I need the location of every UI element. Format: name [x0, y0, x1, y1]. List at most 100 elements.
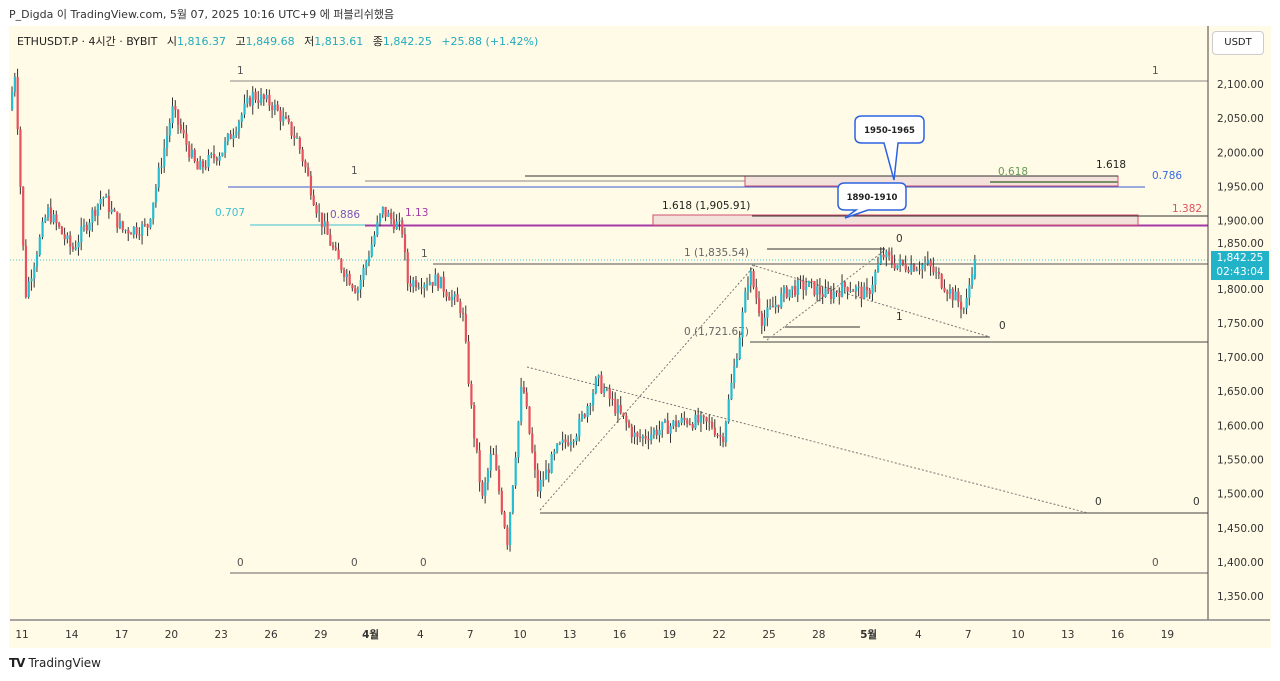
candle-up — [926, 260, 930, 264]
candle-down — [185, 133, 188, 145]
candle-down — [686, 420, 689, 424]
trend-line[interactable] — [526, 366, 1089, 514]
candle-up — [669, 426, 672, 434]
candle-up — [282, 116, 285, 122]
fib-label: 1 — [421, 248, 428, 260]
candle-up — [805, 286, 808, 291]
candle-down — [348, 273, 351, 285]
candle-down — [201, 160, 205, 168]
candle-down — [716, 434, 719, 436]
candle-down — [116, 211, 119, 228]
time-tick-label: 26 — [264, 629, 278, 641]
callout-text: 1890-1910 — [847, 193, 898, 203]
candle-down — [810, 280, 813, 282]
candle-down — [531, 433, 534, 452]
candle-up — [190, 149, 194, 158]
symbol-legend: ETHUSDT.P · 4시간 · BYBIT 시1,816.37 고1,849… — [17, 33, 538, 49]
price-tick-label: 2,000.00 — [1217, 147, 1264, 159]
candle-up — [450, 296, 454, 301]
candle-down — [625, 415, 628, 423]
candle-up — [44, 217, 47, 222]
candle-up — [511, 485, 515, 513]
chart-area[interactable] — [9, 26, 1271, 648]
time-tick-label: 5월 — [860, 628, 877, 641]
candle-up — [426, 284, 429, 286]
candle-up — [935, 272, 938, 274]
trend-line[interactable] — [539, 264, 756, 511]
fib-label: 0 — [896, 233, 903, 245]
candle-up — [746, 285, 750, 292]
price-axis[interactable]: 2,100.00 2,050.00 2,000.00 1,950.00 1,900.00… — [1217, 79, 1264, 603]
trend-line[interactable] — [751, 264, 991, 338]
candle-up — [296, 137, 299, 139]
candle-up — [735, 359, 739, 367]
candle-down — [829, 291, 833, 299]
candle-down — [312, 195, 315, 206]
trend-line[interactable] — [766, 249, 886, 341]
candle-up — [105, 196, 108, 198]
candle-up — [807, 280, 811, 287]
candle-down — [711, 421, 714, 428]
tradingview-logo-icon[interactable]: TV — [9, 656, 26, 670]
time-tick-label: 4월 — [362, 628, 379, 641]
candle-up — [210, 153, 213, 155]
candle-up — [318, 212, 321, 214]
time-tick-label: 10 — [1011, 629, 1024, 641]
candle-down — [193, 149, 196, 162]
candle-up — [597, 375, 600, 379]
candle-up — [924, 263, 927, 265]
candle-up — [41, 221, 44, 238]
candle-up — [362, 267, 365, 280]
candle-down — [827, 288, 830, 292]
candle-down — [442, 276, 445, 292]
zone-1890-1910[interactable] — [652, 214, 1139, 226]
candle-down — [182, 129, 185, 134]
candle-down — [213, 153, 216, 158]
candle-down — [63, 234, 66, 240]
open-value: 1,816.37 — [177, 35, 226, 48]
candle-down — [567, 442, 570, 446]
candle-down — [351, 284, 354, 289]
candle-up — [412, 280, 415, 287]
price-tick-label: 2,050.00 — [1217, 113, 1264, 125]
last-price-tag: 1,842.25 02:43:04 — [1211, 251, 1269, 280]
time-tick-label: 22 — [713, 629, 726, 641]
time-tick-label: 25 — [762, 629, 775, 641]
candle-down — [146, 224, 149, 228]
currency-button[interactable]: USDT — [1212, 31, 1264, 55]
time-axis[interactable]: 11 14 17 20 23 26 29 4월 4 7 10 13 16 19 22 25 28 5월 4 7 10 13… — [15, 628, 1174, 641]
candle-down — [329, 234, 332, 246]
candle-up — [80, 226, 83, 242]
candle-up — [738, 337, 741, 359]
callout-lower[interactable]: 1890-1910 — [837, 182, 907, 219]
candle-up — [52, 214, 55, 223]
callout-upper[interactable]: 1950-1965 — [854, 115, 925, 181]
time-tick-label: 17 — [115, 629, 128, 641]
candle-down — [343, 269, 346, 277]
symbol-label[interactable]: ETHUSDT.P · 4시간 · BYBIT — [17, 35, 158, 48]
candle-up — [763, 317, 766, 326]
candle-down — [22, 186, 25, 246]
candle-down — [838, 292, 841, 297]
candle-down — [445, 291, 448, 297]
tradingview-brand[interactable]: TradingView — [28, 656, 101, 670]
candle-up — [168, 123, 171, 136]
candle-down — [655, 429, 658, 436]
candle-up — [323, 221, 326, 227]
candle-up — [730, 382, 733, 400]
candle-down — [666, 420, 669, 434]
candle-down — [918, 269, 921, 271]
fib-label: 0 — [351, 557, 358, 569]
candle-up — [199, 160, 202, 170]
candle-up — [539, 479, 542, 492]
candles — [11, 68, 977, 552]
candle-up — [857, 286, 860, 288]
candle-down — [473, 405, 476, 439]
candle-down — [691, 424, 694, 429]
candle-up — [265, 94, 268, 100]
candle-down — [85, 224, 88, 231]
candle-down — [705, 417, 708, 422]
candle-up — [434, 274, 437, 286]
candle-up — [965, 297, 968, 309]
